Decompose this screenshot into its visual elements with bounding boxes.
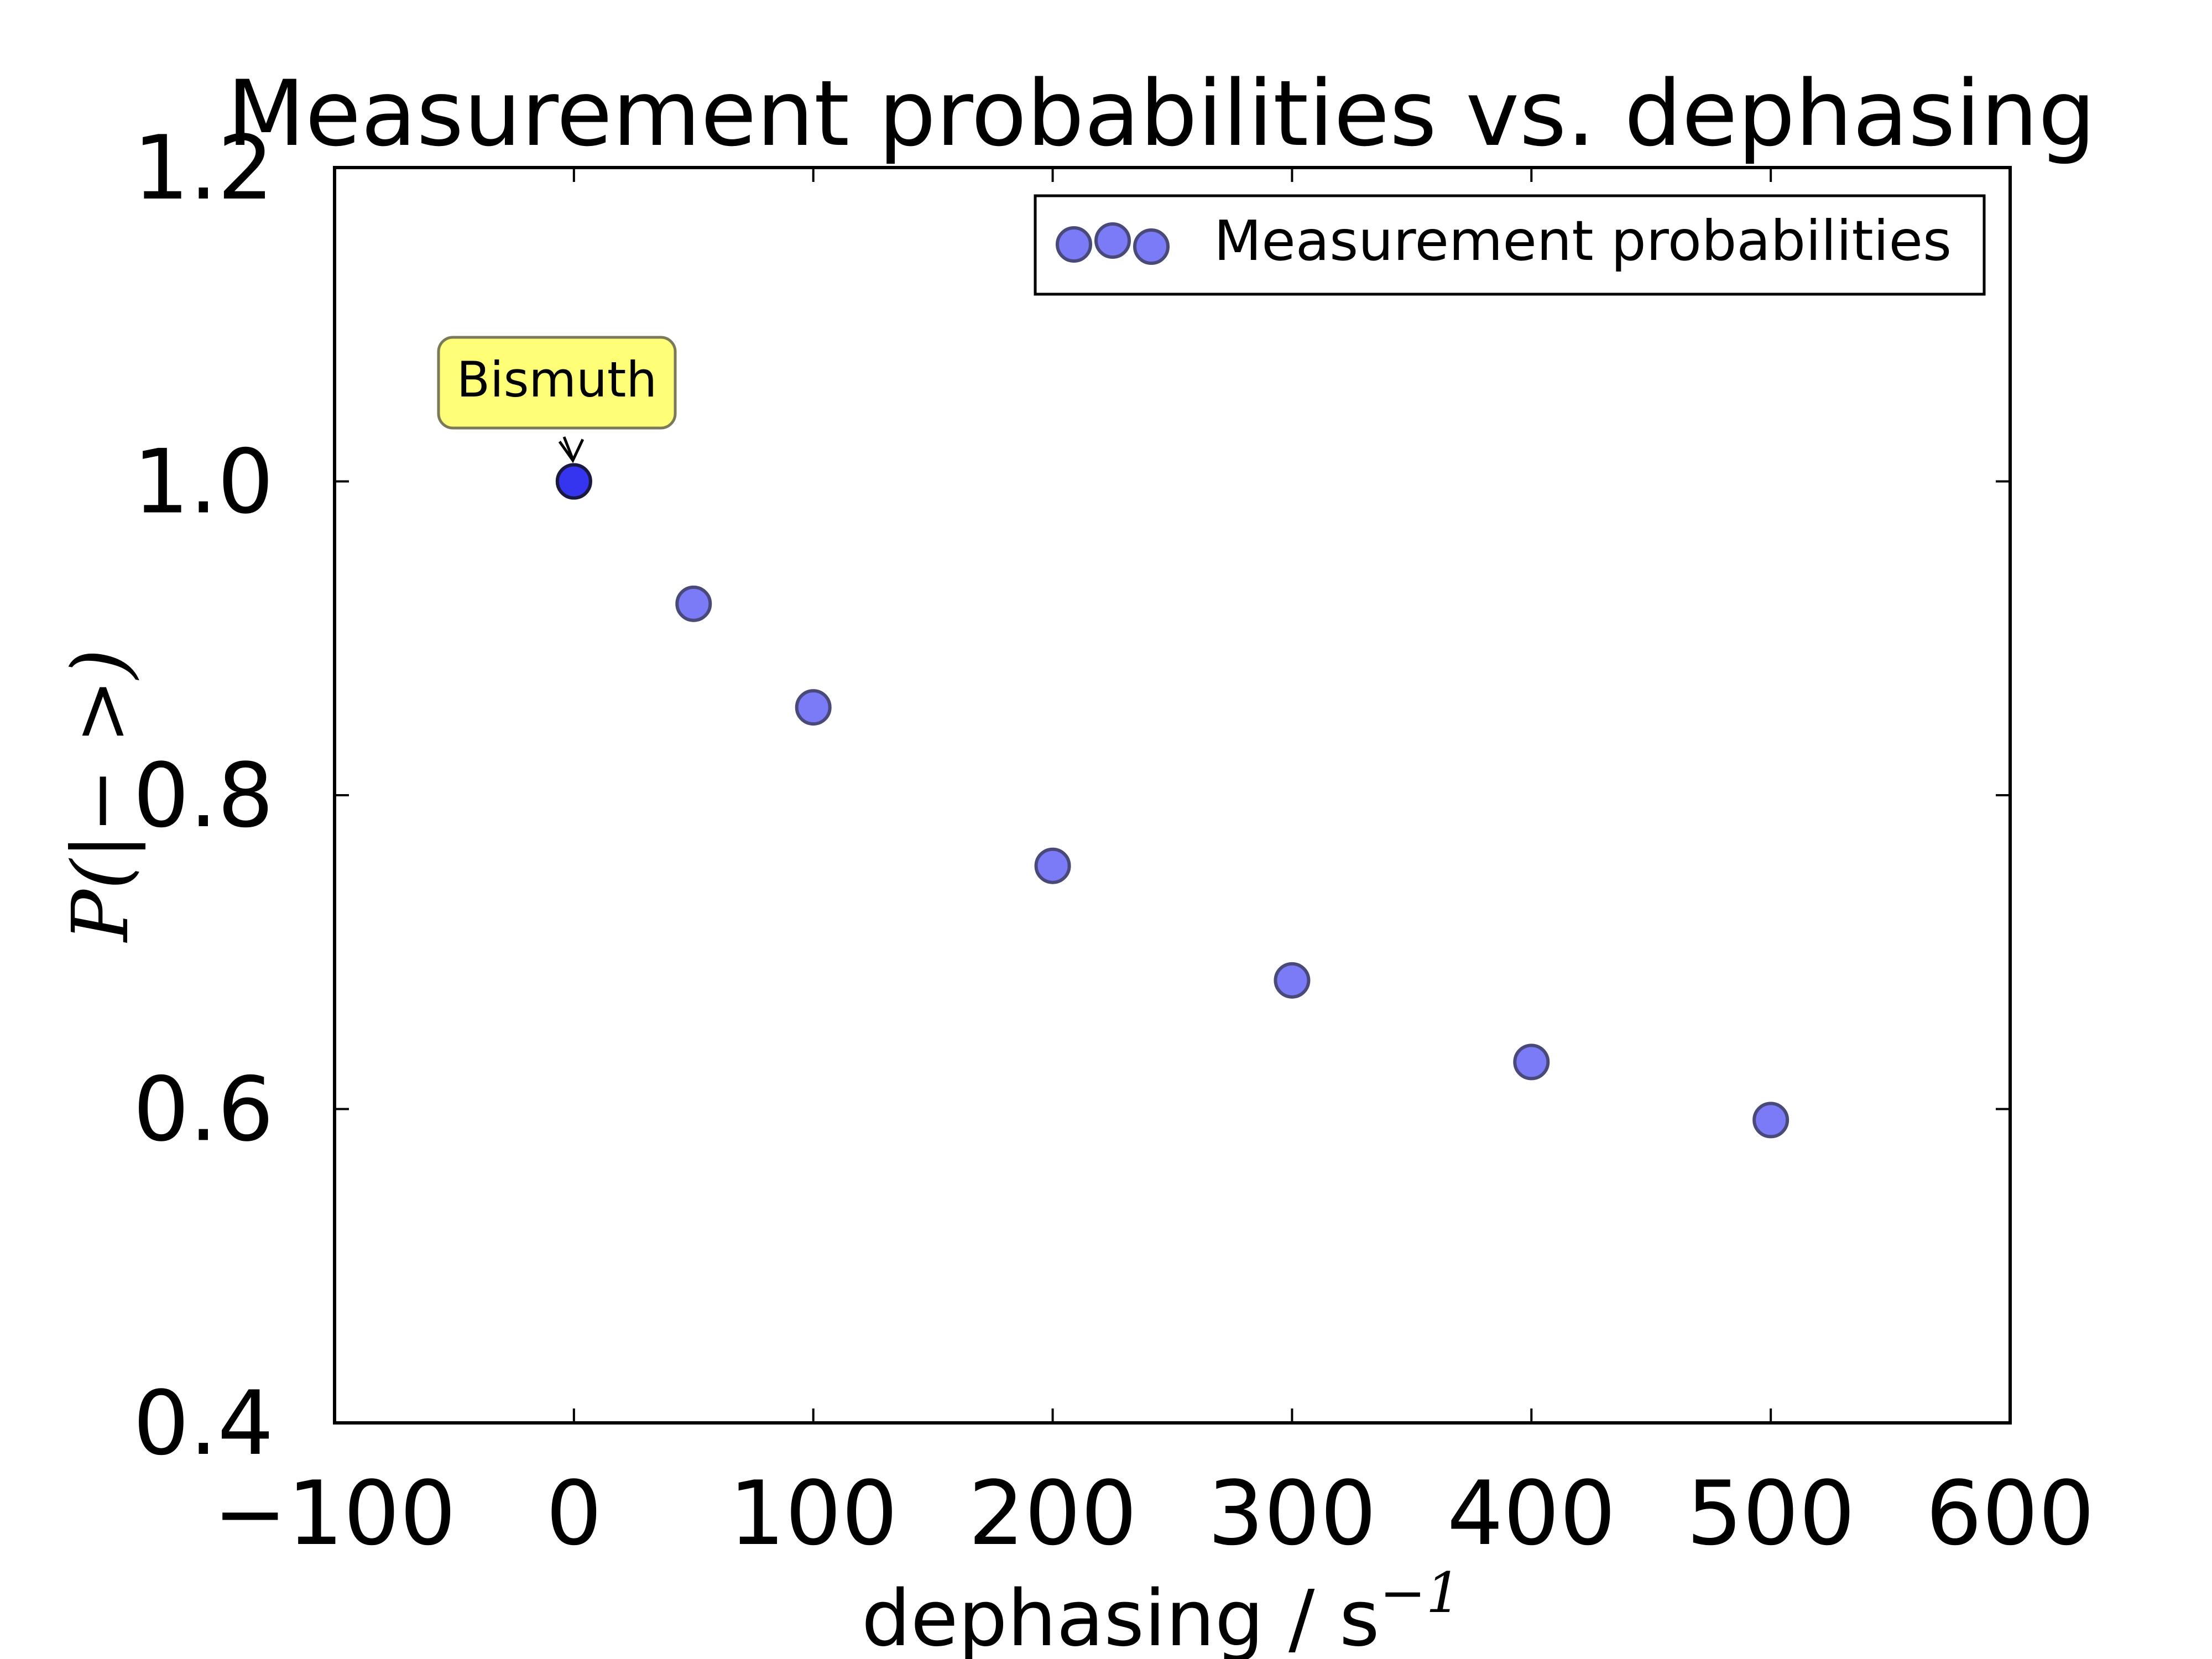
- legend-box: [1034, 194, 1986, 296]
- y-tick-label: 0.6: [133, 1058, 274, 1161]
- y-tick-label: 1.2: [133, 116, 274, 220]
- x-tick-label: 300: [1208, 1462, 1376, 1565]
- data-point: [675, 585, 712, 622]
- x-tick-label: 100: [729, 1462, 898, 1565]
- x-axis: −100 0 100 200 300 400 500 600: [213, 168, 2095, 1565]
- data-points: [555, 463, 1790, 1139]
- y-tick-label: 0.8: [133, 744, 274, 847]
- legend-marker: [1133, 228, 1170, 265]
- annotation-arrow-shaft: [562, 436, 575, 460]
- y-axis-label: P(|− >): [56, 649, 146, 943]
- x-tick-label: 200: [968, 1462, 1137, 1565]
- y-tick-label: 0.4: [133, 1371, 274, 1475]
- x-axis-label-exponent: −1: [1380, 1561, 1461, 1625]
- legend-marker: [1056, 226, 1092, 263]
- x-tick-label: 400: [1447, 1462, 1616, 1565]
- data-point: [1513, 1044, 1550, 1081]
- x-tick-label: 0: [546, 1462, 602, 1565]
- highlighted-point: [555, 463, 592, 500]
- data-point: [1752, 1102, 1790, 1139]
- x-axis-label: dephasing / s−1: [862, 1561, 1461, 1659]
- y-axis: 0.4 0.6 0.8 1.0 1.2: [133, 116, 2010, 1475]
- annotation-label: Bismuth: [457, 351, 657, 408]
- y-tick-label: 1.0: [133, 430, 274, 534]
- data-point: [1274, 962, 1311, 999]
- legend-label: Measurement probabilities: [1214, 208, 1952, 273]
- annotation-arrow-head: [558, 439, 585, 463]
- legend-marker: [1094, 222, 1131, 259]
- annotation: Bismuth: [437, 336, 677, 500]
- legend: Measurement probabilities: [1034, 194, 1986, 296]
- x-tick-label: 500: [1686, 1462, 1855, 1565]
- data-point: [1034, 847, 1071, 884]
- annotation-box: [437, 336, 677, 430]
- data-point: [795, 689, 832, 726]
- chart-title: Measurement probabilities vs. dephasing: [227, 61, 2095, 166]
- x-tick-label: 600: [1926, 1462, 2094, 1565]
- x-tick-label: −100: [213, 1462, 456, 1565]
